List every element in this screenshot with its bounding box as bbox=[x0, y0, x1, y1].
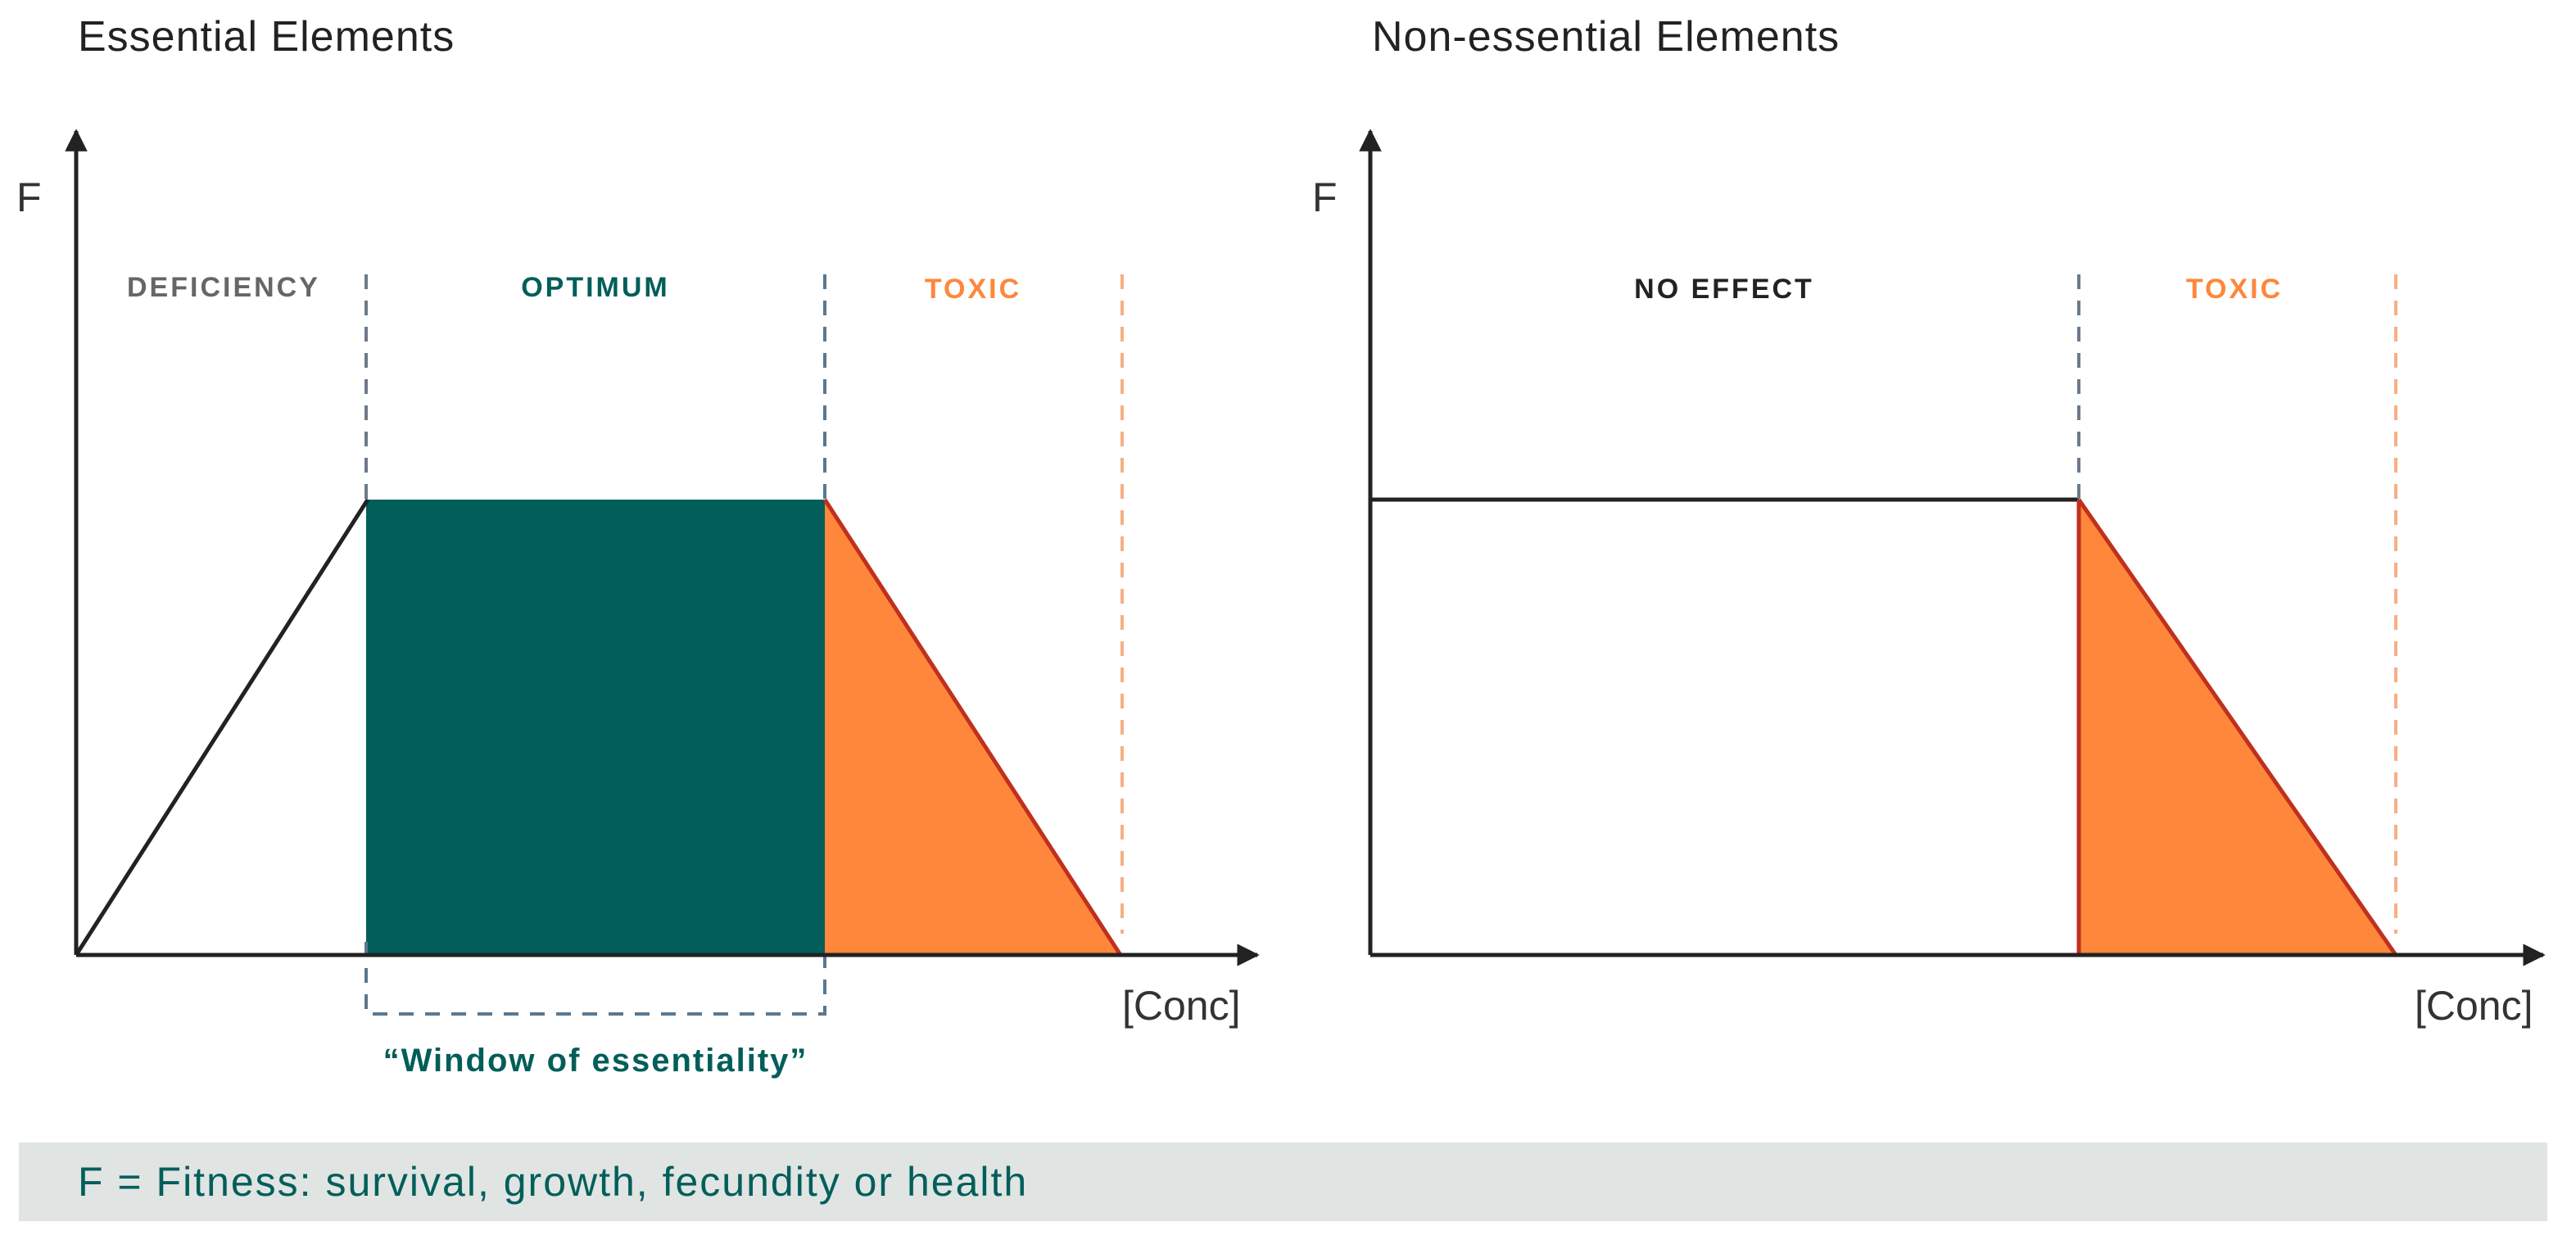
right-x-axis-label: [Conc] bbox=[2415, 983, 2533, 1029]
right-panel: Non-essential Elements F [Conc] NO EFFEC… bbox=[1312, 13, 2546, 1029]
deficiency-ramp bbox=[74, 498, 370, 957]
window-bracket bbox=[364, 942, 826, 1016]
zone-label-optimum: OPTIMUM bbox=[521, 272, 670, 303]
zone-label-no-effect: NO EFFECT bbox=[1634, 274, 1814, 305]
window-of-essentiality-label: “Window of essentiality” bbox=[383, 1043, 808, 1079]
right-panel-title: Non-essential Elements bbox=[1372, 13, 1840, 61]
right-y-axis-label: F bbox=[1312, 174, 1338, 220]
zone-label-toxic-right: TOXIC bbox=[2186, 274, 2283, 305]
footer-background bbox=[19, 1143, 2547, 1221]
left-panel-title: Essential Elements bbox=[78, 13, 455, 61]
toxic-edge-left bbox=[822, 498, 1123, 957]
left-y-axis-label: F bbox=[16, 174, 42, 220]
zone-label-toxic-left: TOXIC bbox=[925, 274, 1021, 305]
zone-label-deficiency: DEFICIENCY bbox=[127, 272, 320, 303]
footer-definition: F = Fitness: survival, growth, fecundity… bbox=[78, 1159, 1028, 1205]
optimum-region bbox=[366, 500, 825, 955]
toxic-edge-right bbox=[2076, 498, 2398, 957]
left-x-axis-label: [Conc] bbox=[1122, 983, 1241, 1029]
footer-banner: F = Fitness: survival, growth, fecundity… bbox=[19, 1143, 2547, 1221]
left-panel: Essential Elements F [Conc] DEFICIENCY O… bbox=[16, 13, 1260, 1079]
